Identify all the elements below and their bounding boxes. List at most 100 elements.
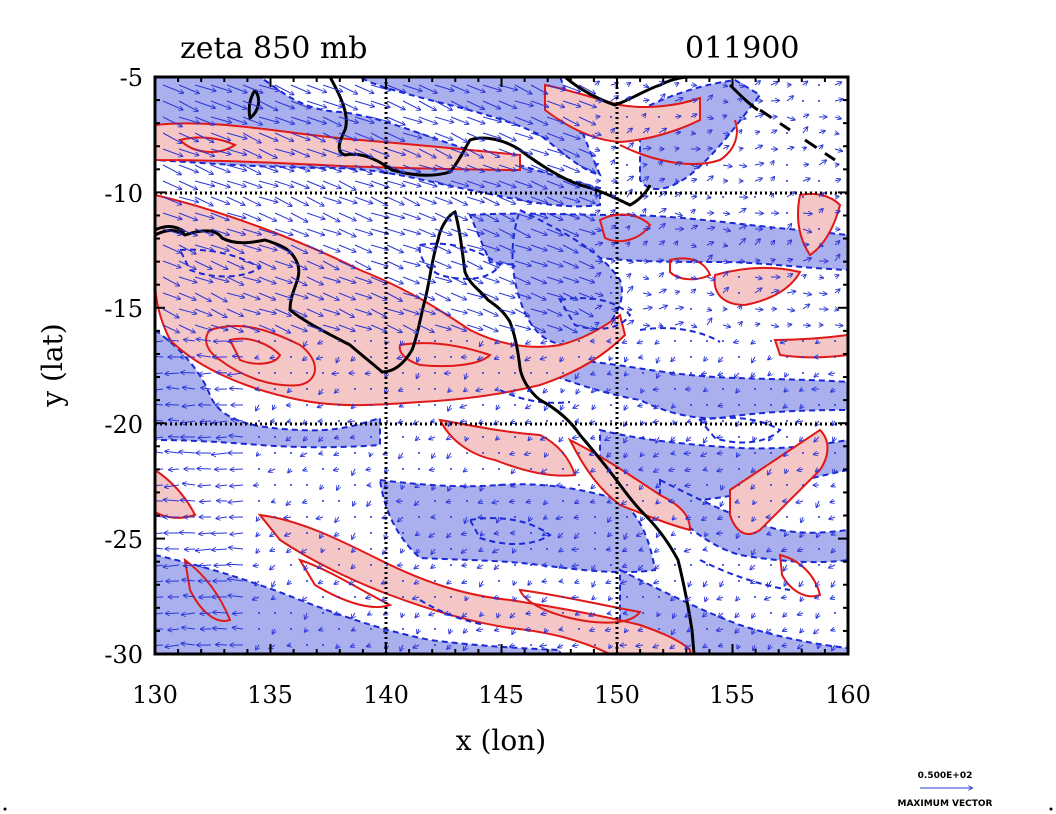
wind-vector (450, 244, 467, 252)
wind-vector (754, 452, 756, 454)
wind-vector (739, 98, 741, 101)
wind-vector (166, 613, 180, 614)
wind-vector (723, 116, 726, 117)
wind-vector (706, 242, 713, 245)
wind-vector (352, 405, 355, 408)
wind-vector (818, 193, 824, 197)
wind-vector (720, 580, 723, 586)
wind-vector (274, 164, 294, 171)
wind-vector (434, 260, 451, 268)
wind-vector (738, 436, 740, 438)
wind-vector (434, 628, 436, 630)
wind-vector (802, 372, 804, 374)
wind-vector (354, 596, 356, 598)
wind-vector (546, 292, 562, 298)
wind-vector (402, 148, 420, 157)
wind-vector (184, 340, 196, 341)
wind-vector (737, 453, 739, 457)
wind-vector (562, 244, 578, 253)
wind-vector (370, 548, 372, 550)
wind-vector (819, 209, 823, 213)
wind-vector (514, 116, 532, 124)
wind-vector (367, 500, 371, 506)
wind-vector (802, 244, 809, 245)
wind-vector (641, 517, 643, 521)
wind-vector (274, 132, 293, 141)
wind-vector (802, 229, 811, 232)
wind-vector (370, 580, 372, 582)
wind-vector (354, 180, 373, 186)
wind-vector (674, 484, 676, 486)
wind-vector (306, 244, 323, 253)
wind-vector (578, 260, 594, 268)
wind-vector (198, 437, 212, 438)
wind-vector (290, 292, 308, 298)
wind-vector (658, 596, 660, 598)
wind-vector (493, 549, 500, 552)
wind-vector (562, 468, 564, 470)
wind-vector (526, 405, 532, 408)
wind-vector (498, 372, 500, 374)
wind-vector (450, 596, 452, 598)
wind-vector (196, 549, 212, 551)
wind-vector (611, 319, 615, 326)
wind-vector (242, 180, 261, 187)
wind-vector (382, 581, 388, 584)
wind-vector (228, 501, 244, 502)
wind-vector (354, 452, 356, 454)
wind-vector (643, 114, 646, 117)
wind-vector (201, 388, 212, 389)
wind-vector (591, 501, 595, 502)
wind-vector (495, 389, 499, 390)
wind-vector (658, 116, 660, 118)
wind-vector (402, 180, 421, 186)
wind-vector (257, 453, 259, 456)
wind-vector (497, 516, 499, 523)
wind-vector (796, 501, 804, 503)
wind-vector (642, 325, 649, 326)
wind-vector (610, 564, 612, 566)
wind-vector (417, 356, 419, 362)
wind-vector (562, 116, 579, 125)
wind-vector (750, 564, 756, 569)
wind-vector (447, 532, 451, 537)
wind-vector (786, 356, 788, 358)
wind-vector (258, 468, 260, 470)
wind-vector (802, 115, 808, 117)
wind-vector (178, 324, 195, 333)
wind-vector (353, 500, 355, 506)
wind-vector (767, 549, 771, 552)
wind-vector (786, 240, 791, 246)
wind-vector (594, 516, 596, 518)
wind-vector (322, 324, 339, 330)
wind-vector (706, 176, 713, 182)
wind-vector (482, 276, 499, 282)
wind-vector (771, 177, 774, 181)
wind-vector (754, 388, 756, 390)
wind-vector (370, 84, 390, 90)
wind-vector (386, 196, 404, 205)
wind-vector (402, 164, 420, 172)
wind-vector (578, 244, 594, 251)
wind-vector (562, 180, 579, 187)
wind-vector (525, 357, 532, 361)
wind-vector (418, 452, 420, 454)
wind-vector (498, 484, 500, 486)
wind-vector (770, 404, 772, 406)
wind-vector (498, 276, 514, 283)
wind-vector (450, 148, 468, 155)
wind-vector (556, 517, 564, 519)
wind-vector (370, 324, 386, 331)
wind-vector (482, 164, 500, 171)
wind-vector (482, 244, 499, 250)
wind-vector (514, 244, 531, 250)
wind-vector (530, 324, 545, 332)
wind-vector (306, 532, 308, 534)
wind-vector (832, 533, 835, 535)
wind-vector (546, 372, 548, 374)
wind-vector (576, 388, 579, 394)
wind-vector (194, 196, 213, 206)
wind-vector (658, 290, 666, 293)
wind-vector (719, 356, 724, 362)
wind-vector (482, 324, 498, 331)
